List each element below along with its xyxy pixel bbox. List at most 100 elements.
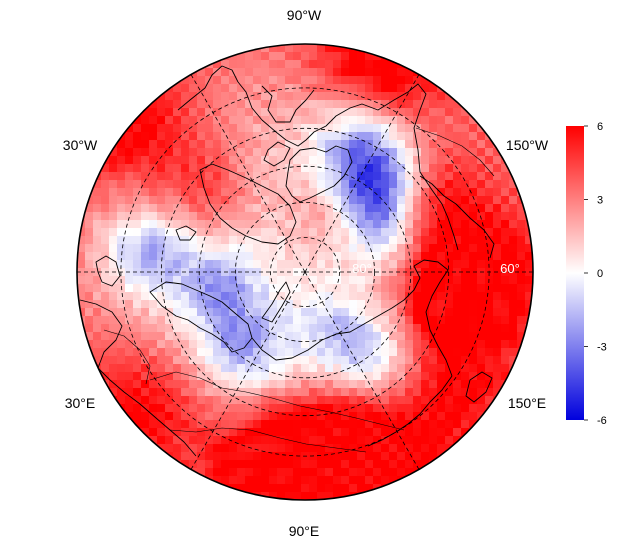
anomaly-cell xyxy=(389,460,398,469)
anomaly-cell xyxy=(237,148,246,157)
anomaly-cell xyxy=(229,460,238,469)
anomaly-cell xyxy=(477,364,486,373)
anomaly-cell xyxy=(157,244,166,253)
anomaly-cell xyxy=(261,300,270,309)
anomaly-cell xyxy=(429,212,438,221)
anomaly-cell xyxy=(173,276,182,285)
anomaly-cell xyxy=(405,188,414,197)
anomaly-cell xyxy=(365,148,374,157)
anomaly-cell xyxy=(133,220,142,229)
anomaly-cell xyxy=(117,260,126,269)
anomaly-cell xyxy=(485,188,494,197)
anomaly-cell xyxy=(93,188,102,197)
anomaly-cell xyxy=(149,260,158,269)
anomaly-cell xyxy=(181,332,190,341)
anomaly-cell xyxy=(445,188,454,197)
anomaly-cell xyxy=(485,316,494,325)
anomaly-cell xyxy=(213,484,222,493)
anomaly-cell xyxy=(485,156,494,165)
anomaly-cell xyxy=(109,380,118,389)
anomaly-cell xyxy=(325,236,334,245)
anomaly-cell xyxy=(421,76,430,85)
anomaly-cell xyxy=(381,84,390,93)
anomaly-cell xyxy=(469,148,478,157)
anomaly-cell xyxy=(181,428,190,437)
anomaly-cell xyxy=(405,276,414,285)
anomaly-cell xyxy=(389,84,398,93)
anomaly-cell xyxy=(333,180,342,189)
anomaly-cell xyxy=(501,372,510,381)
anomaly-cell xyxy=(525,244,533,253)
anomaly-cell xyxy=(125,252,134,261)
anomaly-cell xyxy=(141,388,150,397)
anomaly-cell xyxy=(373,452,382,461)
anomaly-cell xyxy=(221,388,230,397)
anomaly-cell xyxy=(517,316,526,325)
anomaly-cell xyxy=(293,220,302,229)
anomaly-cell xyxy=(397,268,406,277)
anomaly-cell xyxy=(437,436,446,445)
anomaly-cell xyxy=(269,276,278,285)
anomaly-cell xyxy=(429,284,438,293)
anomaly-cell xyxy=(421,252,430,261)
anomaly-cell xyxy=(429,244,438,253)
anomaly-cell xyxy=(461,300,470,309)
anomaly-cell xyxy=(437,404,446,413)
anomaly-cell xyxy=(317,452,326,461)
anomaly-cell xyxy=(453,428,462,437)
anomaly-cell xyxy=(389,388,398,397)
anomaly-cell xyxy=(373,388,382,397)
anomaly-cell xyxy=(365,412,374,421)
anomaly-cell xyxy=(325,372,334,381)
anomaly-cell xyxy=(213,404,222,413)
anomaly-cell xyxy=(373,476,382,485)
anomaly-cell xyxy=(453,364,462,373)
anomaly-cell xyxy=(373,436,382,445)
anomaly-cell xyxy=(229,404,238,413)
anomaly-cell xyxy=(277,44,286,53)
anomaly-cell xyxy=(85,324,94,333)
anomaly-cell xyxy=(157,180,166,189)
anomaly-cell xyxy=(317,196,326,205)
anomaly-cell xyxy=(373,92,382,101)
anomaly-cell xyxy=(253,332,262,341)
anomaly-cell xyxy=(125,156,134,165)
anomaly-cell xyxy=(293,436,302,445)
anomaly-cell xyxy=(437,76,446,85)
anomaly-cell xyxy=(117,380,126,389)
anomaly-cell xyxy=(205,428,214,437)
anomaly-cell xyxy=(349,172,358,181)
anomaly-cell xyxy=(293,428,302,437)
anomaly-cell xyxy=(253,300,262,309)
anomaly-cell xyxy=(293,412,302,421)
anomaly-cell xyxy=(477,404,486,413)
anomaly-cell xyxy=(349,412,358,421)
anomaly-cell xyxy=(181,172,190,181)
anomaly-cell xyxy=(373,180,382,189)
anomaly-cell xyxy=(373,460,382,469)
anomaly-cell xyxy=(77,340,86,349)
anomaly-cell xyxy=(421,292,430,301)
anomaly-cell xyxy=(245,316,254,325)
anomaly-cell xyxy=(397,100,406,109)
anomaly-cell xyxy=(197,196,206,205)
anomaly-cell xyxy=(197,108,206,117)
anomaly-cell xyxy=(453,404,462,413)
anomaly-cell xyxy=(101,364,110,373)
anomaly-cell xyxy=(373,404,382,413)
anomaly-cell xyxy=(285,100,294,109)
anomaly-cell xyxy=(429,412,438,421)
anomaly-cell xyxy=(213,468,222,477)
anomaly-cell xyxy=(341,164,350,173)
anomaly-cell xyxy=(125,276,134,285)
anomaly-cell xyxy=(197,396,206,405)
anomaly-cell xyxy=(293,188,302,197)
parallel-70 xyxy=(234,201,375,342)
anomaly-cell xyxy=(181,156,190,165)
anomaly-cell xyxy=(365,460,374,469)
anomaly-cell xyxy=(485,292,494,301)
anomaly-cell xyxy=(285,148,294,157)
anomaly-cell xyxy=(293,244,302,253)
anomaly-cell xyxy=(405,244,414,253)
anomaly-cell xyxy=(141,156,150,165)
